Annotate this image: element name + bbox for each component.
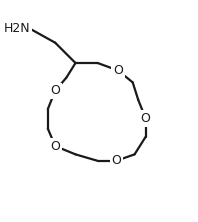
Text: O: O	[141, 112, 150, 125]
Text: H2N: H2N	[4, 22, 30, 35]
Text: O: O	[111, 154, 121, 167]
Text: O: O	[50, 140, 60, 153]
Text: O: O	[50, 84, 60, 97]
Text: O: O	[113, 64, 123, 77]
